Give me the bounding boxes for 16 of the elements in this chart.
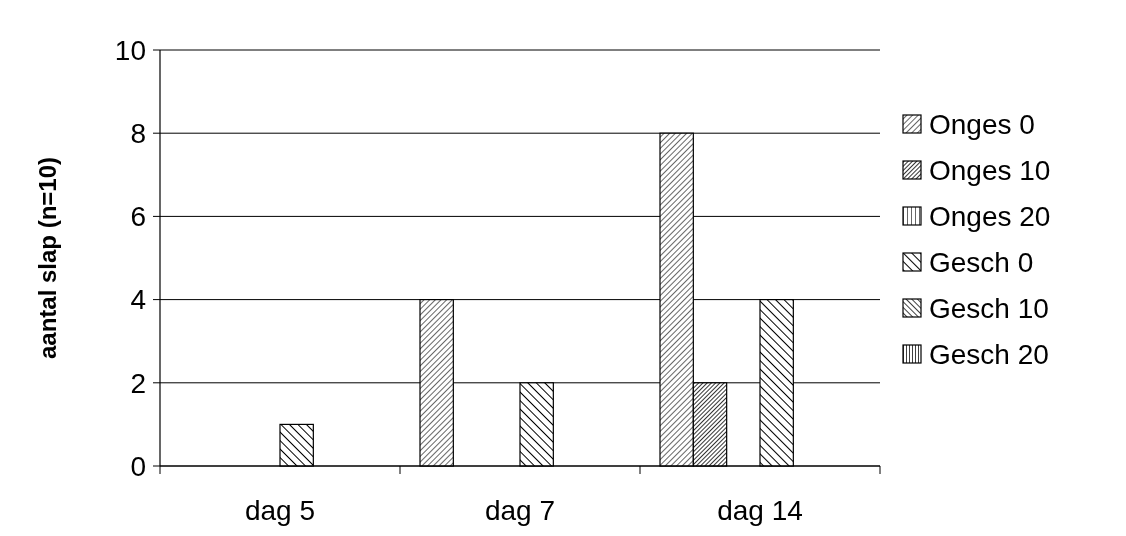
y-axis-title: aantal slap (n=10) — [34, 156, 61, 360]
legend-label: Gesch 20 — [929, 338, 1049, 370]
legend-label: Gesch 0 — [929, 246, 1034, 278]
y-tick-label: 4 — [130, 284, 146, 316]
y-tick-label: 2 — [130, 367, 146, 399]
legend-label: Onges 0 — [929, 108, 1035, 140]
legend-label: Onges 10 — [929, 154, 1051, 186]
y-tick-label: 10 — [114, 34, 146, 66]
y-tick-label: 0 — [130, 450, 146, 482]
y-tick-label: 6 — [130, 201, 146, 233]
x-tick-label: dag 5 — [244, 495, 316, 526]
x-tick-label: dag 14 — [717, 495, 803, 526]
legend-label: Onges 20 — [929, 200, 1051, 232]
y-tick-label: 8 — [130, 118, 146, 149]
x-tick-label: dag 7 — [484, 495, 556, 526]
legend-label: Gesch 10 — [929, 292, 1049, 324]
